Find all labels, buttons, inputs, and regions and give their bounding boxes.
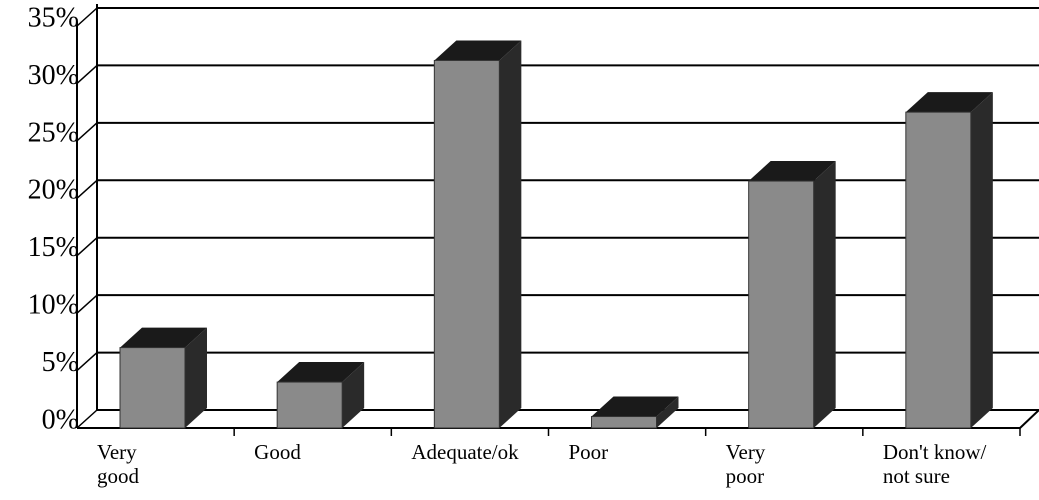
grid-side bbox=[76, 294, 98, 314]
bar bbox=[905, 111, 972, 429]
y-tick-label: 25% bbox=[28, 117, 79, 148]
x-tick-label: Poor bbox=[568, 440, 609, 464]
grid-side bbox=[76, 179, 98, 199]
bar bbox=[591, 416, 657, 429]
bar-side bbox=[185, 327, 207, 428]
x-tick-label: Adequate/ok bbox=[411, 440, 519, 464]
y-tick-label: 10% bbox=[28, 290, 79, 321]
bar-top bbox=[748, 161, 836, 182]
y-tick-label: 35% bbox=[28, 2, 79, 33]
x-tick-label: Very good bbox=[97, 440, 139, 488]
bar-top bbox=[120, 327, 207, 348]
bar-top bbox=[277, 362, 365, 383]
grid-side bbox=[76, 409, 98, 429]
y-tick-label: 15% bbox=[28, 232, 79, 263]
y-tick-label: 5% bbox=[42, 347, 79, 378]
bar bbox=[119, 347, 186, 429]
y-tick-label: 30% bbox=[28, 60, 79, 91]
grid-side bbox=[76, 352, 98, 372]
bar-top bbox=[434, 40, 522, 61]
x-tick-label: Very poor bbox=[725, 440, 766, 488]
bar-side bbox=[813, 161, 836, 429]
y-tick-label: 0% bbox=[42, 404, 79, 435]
bar-side bbox=[499, 40, 522, 428]
grid-side bbox=[76, 237, 98, 257]
y-tick-label: 20% bbox=[28, 175, 79, 206]
bar-top bbox=[591, 396, 679, 417]
bar-side bbox=[970, 92, 993, 429]
grid-side bbox=[76, 64, 98, 84]
x-tick-label: Good bbox=[254, 440, 301, 464]
bar bbox=[748, 180, 815, 429]
grid-side bbox=[76, 122, 98, 142]
x-tick-label: Don't know/ not sure bbox=[882, 440, 987, 488]
floor-right bbox=[1019, 409, 1039, 429]
grid-side bbox=[76, 7, 98, 27]
bar bbox=[433, 59, 500, 429]
bar-side bbox=[342, 362, 365, 428]
bar-side bbox=[656, 396, 679, 428]
bar-top bbox=[905, 92, 993, 113]
bar bbox=[276, 381, 343, 429]
